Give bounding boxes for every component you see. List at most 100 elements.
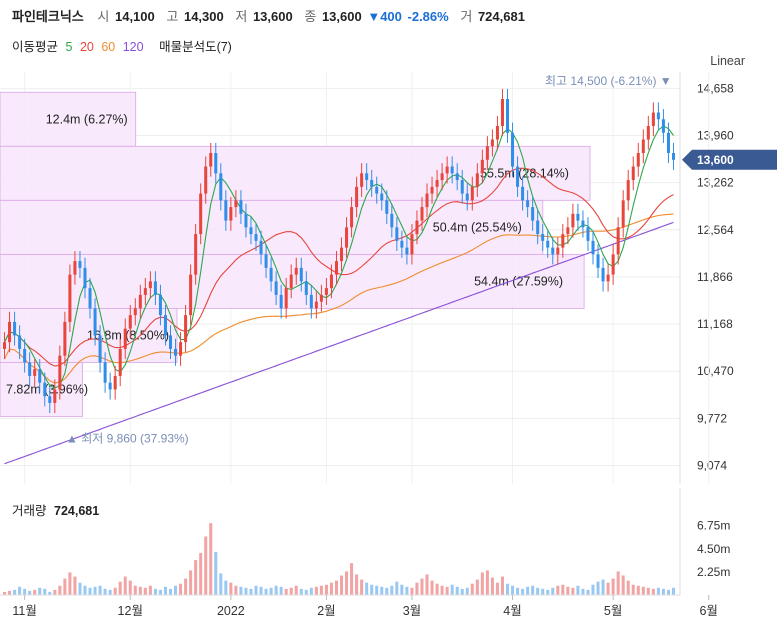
candle-body	[128, 315, 132, 329]
candle-body	[641, 139, 645, 154]
candle-body	[621, 200, 625, 228]
candle-body	[209, 153, 213, 167]
candle-body	[324, 288, 328, 295]
candle-body	[551, 247, 555, 255]
volume-bar	[591, 584, 595, 595]
candle-body	[53, 389, 57, 403]
volume-bar	[48, 591, 52, 595]
y-tick-label: 11,168	[697, 317, 733, 331]
candle-body	[83, 267, 87, 289]
volume-profile-label: 55.5m (28.14%)	[480, 166, 569, 180]
candle-body	[370, 180, 374, 187]
volume-bar	[566, 586, 570, 595]
ma-5: 5	[65, 40, 73, 54]
volume-bar	[631, 584, 635, 595]
volume-bar	[465, 587, 469, 595]
volume-bar	[239, 586, 243, 595]
volume-bar	[666, 589, 670, 595]
candle-body	[63, 321, 67, 356]
candle-body	[3, 342, 7, 349]
volume-bar	[259, 586, 263, 595]
candle-body	[234, 200, 238, 208]
candle-body	[319, 294, 323, 302]
candle-body	[445, 166, 449, 174]
ma-120-line	[4, 221, 674, 465]
volume-bar	[319, 585, 323, 595]
volume-bar	[385, 587, 389, 595]
candle-body	[440, 173, 444, 181]
current-price-tag	[682, 149, 777, 170]
volume-bar	[73, 576, 77, 595]
candle-body	[616, 227, 620, 255]
stock-name[interactable]: 파인테크닉스	[12, 9, 84, 24]
volume-bar	[611, 578, 615, 595]
price-chart[interactable]: 14,658 13,960 13,262 12,564 11,866 11,168 10,4…	[0, 72, 777, 484]
candle-body	[118, 348, 122, 376]
volume-bar	[440, 585, 444, 595]
scale-mode-toggle[interactable]: Linear	[710, 54, 745, 68]
volume-bar	[68, 572, 72, 595]
candle-body	[98, 335, 102, 363]
volume-bar	[58, 585, 62, 595]
candle-body	[511, 132, 515, 167]
volume-bar	[651, 588, 655, 595]
volume-bar	[184, 578, 188, 595]
volume-bar	[561, 584, 565, 595]
candle-body	[455, 173, 459, 181]
candle-body	[18, 335, 22, 349]
y-tick-label: 13,960	[697, 128, 734, 142]
volume-bar	[148, 585, 152, 595]
candle-body	[309, 294, 313, 309]
ma-20-line	[4, 167, 674, 367]
volume-chart[interactable]: 6.75m 4.50m 2.25m 11월 12월 2022 2월 3월 4월 5월 6월	[0, 488, 777, 629]
candle-body	[671, 153, 675, 160]
candle-body	[410, 234, 414, 255]
candle-body	[314, 301, 318, 309]
candle-body	[390, 213, 394, 228]
ohlc-row: 파인테크닉스 시 14,100 고 14,300 저 13,600 종 13,6…	[12, 6, 533, 25]
volume-bar	[586, 589, 590, 595]
high-marker: 최고 14,500 (-6.21%) ▼	[545, 74, 672, 88]
volume-bar	[601, 579, 605, 595]
candle-body	[153, 281, 157, 295]
volume-bar	[470, 583, 474, 595]
volume-bar	[324, 584, 328, 595]
candle-body	[656, 112, 660, 120]
candle-body	[138, 294, 142, 309]
candle-body	[123, 328, 127, 349]
volume-bar	[289, 587, 293, 595]
volume-bar	[646, 587, 650, 595]
volume-bar	[445, 586, 449, 595]
candle-body	[294, 267, 298, 275]
candle-body	[571, 213, 575, 228]
volume-bar	[314, 586, 318, 595]
ma-label[interactable]: 이동평균	[12, 40, 59, 54]
volume-bar	[83, 585, 87, 595]
candle-body	[340, 247, 344, 262]
volume-tick-label: 6.75m	[697, 519, 730, 533]
volume-bar	[360, 579, 364, 595]
volume-profile-bar	[0, 145, 591, 201]
candle-body	[666, 132, 670, 154]
volume-bar	[304, 589, 308, 595]
volume-bar	[133, 585, 137, 595]
volume-bar	[636, 585, 640, 595]
volume-bar	[505, 583, 510, 595]
x-tick-label: 3월	[403, 604, 421, 618]
y-tick-label: 14,658	[697, 81, 734, 95]
volume-bar	[671, 587, 675, 595]
candle-body	[254, 234, 258, 241]
candle-body	[204, 166, 208, 194]
volume-bar	[138, 586, 142, 595]
volume-bar	[495, 582, 499, 595]
volume-bar	[93, 586, 97, 595]
candle-body	[304, 281, 308, 295]
candle-body	[43, 382, 47, 397]
candle-body	[329, 274, 333, 289]
volume-label: 거	[460, 9, 473, 24]
volume-profile-label[interactable]: 매물분석도(7)	[159, 40, 232, 54]
volume-bar	[626, 580, 630, 595]
volume-bar	[375, 585, 379, 595]
volume-bar	[299, 588, 303, 595]
candle-body	[566, 227, 570, 235]
